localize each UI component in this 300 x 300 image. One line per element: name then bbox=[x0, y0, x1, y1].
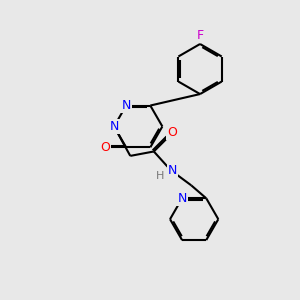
Text: N: N bbox=[110, 120, 119, 133]
Text: F: F bbox=[196, 29, 204, 42]
Text: N: N bbox=[177, 192, 187, 205]
Text: O: O bbox=[100, 141, 110, 154]
Text: H: H bbox=[155, 171, 164, 181]
Text: O: O bbox=[167, 126, 177, 140]
Text: N: N bbox=[168, 164, 177, 177]
Text: N: N bbox=[122, 99, 131, 112]
